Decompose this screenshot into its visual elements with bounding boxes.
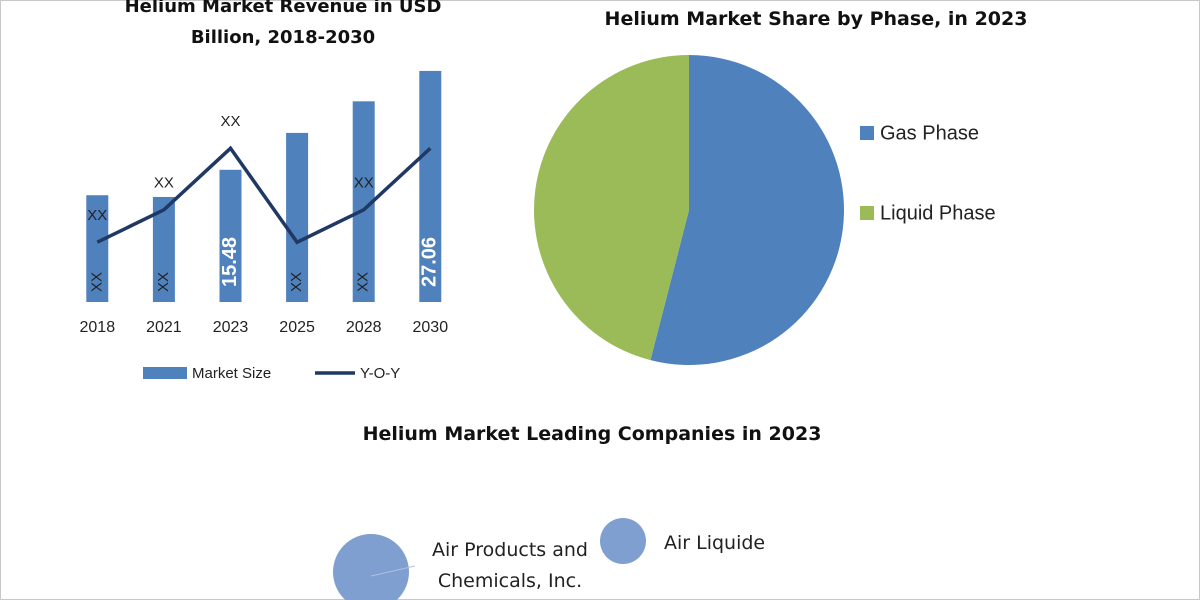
data-label: XX bbox=[155, 272, 172, 292]
bar bbox=[419, 70, 442, 303]
data-label: XX bbox=[220, 113, 240, 130]
pie-slice bbox=[650, 55, 844, 365]
legend-swatch bbox=[143, 367, 187, 379]
bar bbox=[86, 195, 109, 302]
data-label: XX bbox=[354, 175, 374, 192]
bubble bbox=[600, 518, 646, 564]
bar bbox=[219, 169, 242, 302]
x-tick-label: 2021 bbox=[146, 319, 182, 336]
bubble bbox=[333, 534, 409, 600]
x-tick-label: 2018 bbox=[80, 319, 116, 336]
data-label: XX bbox=[87, 207, 107, 224]
bar bbox=[152, 196, 175, 302]
data-label: XX bbox=[154, 175, 174, 192]
bubble-label: Air Products and Chemicals, Inc. bbox=[432, 539, 588, 592]
pie-slice bbox=[533, 55, 689, 361]
chart-title: Helium Market Revenue in USD Billion, 20… bbox=[124, 0, 442, 48]
legend-swatch bbox=[860, 206, 874, 220]
x-tick-label: 2023 bbox=[213, 319, 249, 336]
data-label: XX bbox=[288, 272, 305, 292]
bar bbox=[286, 132, 309, 302]
data-label: XX bbox=[355, 272, 372, 292]
legend-label: Gas Phase bbox=[880, 122, 979, 144]
bubble-label: Air Liquide bbox=[664, 532, 766, 554]
legend-label: Y-O-Y bbox=[360, 365, 400, 382]
x-tick-label: 2030 bbox=[413, 319, 449, 336]
data-label: 27.06 bbox=[419, 237, 441, 287]
x-tick-label: 2028 bbox=[346, 319, 382, 336]
leader-line bbox=[370, 565, 416, 577]
data-label: 15.48 bbox=[219, 237, 241, 287]
legend-label: Liquid Phase bbox=[880, 202, 996, 224]
line bbox=[96, 145, 432, 245]
x-tick-label: 2025 bbox=[279, 319, 315, 336]
bar bbox=[352, 101, 375, 302]
chart-title: Helium Market Share by Phase, in 2023 bbox=[604, 8, 1028, 30]
chart-title: Helium Market Leading Companies in 2023 bbox=[362, 423, 822, 445]
data-label: XX bbox=[88, 272, 105, 292]
legend-swatch bbox=[860, 126, 874, 140]
legend-label: Market Size bbox=[192, 365, 271, 382]
